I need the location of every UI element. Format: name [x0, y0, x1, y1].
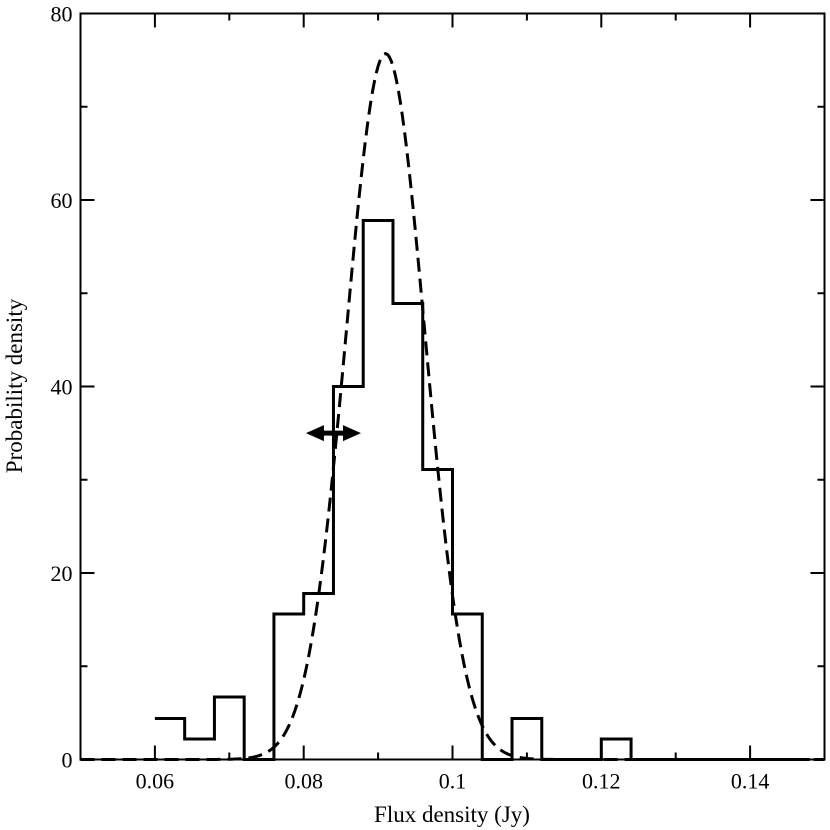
arrow-head-left: [305, 425, 324, 442]
x-axis-label: Flux density (Jy): [374, 802, 530, 827]
width-double-arrow: [305, 425, 361, 442]
y-tick-labels: 0 20 40 60 80: [51, 2, 73, 773]
x-tick-label: 0.08: [284, 769, 323, 794]
y-tick-label: 40: [51, 375, 73, 400]
plot-frame: [79, 12, 826, 761]
arrow-head-right: [342, 425, 361, 442]
axis-ticks: [79, 12, 826, 761]
gaussian-fit-curve: [80, 51, 825, 761]
y-tick-label: 0: [62, 748, 73, 773]
x-tick-label: 0.14: [731, 769, 770, 794]
y-tick-label: 20: [51, 561, 73, 586]
y-tick-label: 80: [51, 2, 73, 27]
x-tick-label: 0.12: [582, 769, 621, 794]
x-tick-labels: 0.06 0.08 0.1 0.12 0.14: [136, 769, 770, 794]
y-axis-label: Probability density: [2, 298, 27, 473]
y-tick-label: 60: [51, 188, 73, 213]
x-tick-label: 0.06: [136, 769, 175, 794]
histogram-outline: [154, 219, 810, 761]
x-tick-label: 0.1: [439, 769, 467, 794]
